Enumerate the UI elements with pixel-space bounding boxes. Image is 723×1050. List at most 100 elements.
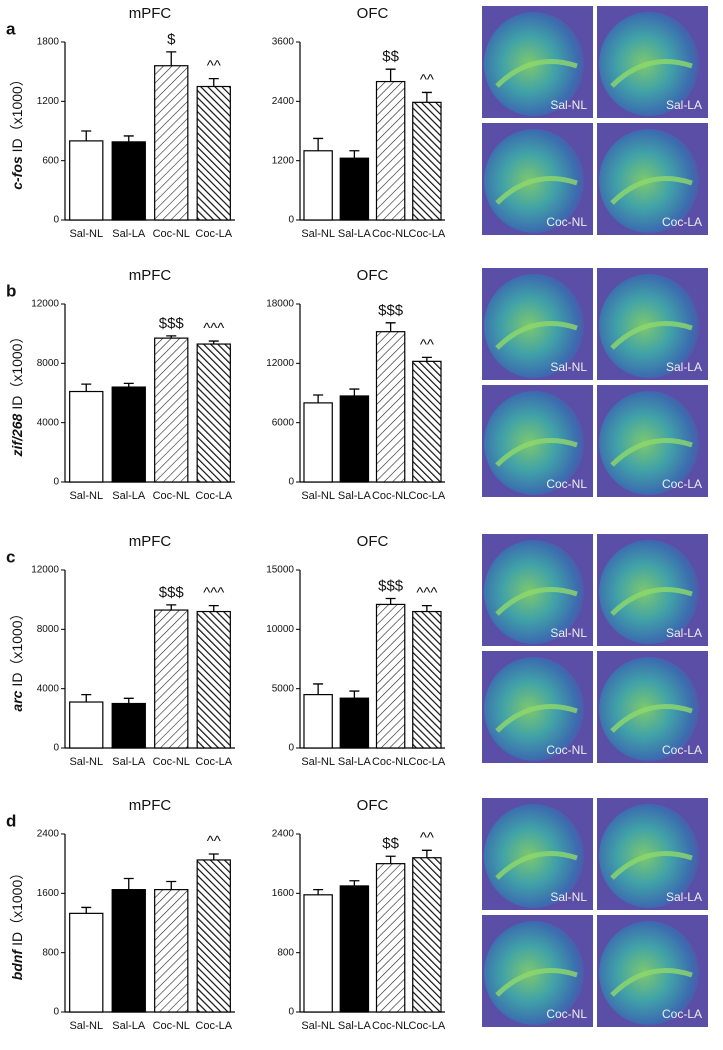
image-label: Sal-LA	[666, 98, 702, 112]
significance-label: ^^^	[416, 585, 437, 602]
significance-label: $$$	[378, 577, 404, 594]
bar	[303, 693, 333, 749]
y-tick-label: 0	[288, 215, 294, 226]
y-axis-gene: zif/268	[9, 413, 25, 457]
significance-label: ^^	[207, 58, 221, 75]
brain-structure	[495, 438, 578, 467]
panel-letter: a	[6, 19, 16, 38]
y-axis-label: bdnf ID（x1000）	[9, 866, 25, 980]
error-bar	[421, 356, 432, 362]
y-tick-label: 8000	[37, 358, 60, 369]
x-tick-label: Coc-LA	[409, 228, 446, 240]
error-bar	[123, 382, 134, 388]
error-bar	[313, 137, 324, 151]
chart-title: OFC	[357, 5, 389, 22]
error-bar	[166, 335, 177, 339]
error-bar	[208, 604, 219, 612]
y-tick-label: 18000	[266, 299, 294, 310]
y-tick-label: 10000	[266, 624, 294, 635]
brain-structure	[610, 59, 693, 88]
image-label: Coc-LA	[662, 1007, 702, 1021]
error-bar	[349, 150, 360, 159]
brain-structure	[610, 704, 693, 733]
bar	[154, 889, 189, 1013]
bar	[339, 885, 370, 1013]
x-tick-label: Coc-NL	[153, 756, 190, 768]
brain-structure	[610, 968, 693, 997]
brain-structure	[495, 968, 578, 997]
y-tick-label: 4000	[37, 683, 60, 694]
brain-structure	[610, 851, 693, 880]
x-tick-label: Coc-NL	[153, 228, 190, 240]
y-tick-label: 12000	[266, 358, 294, 369]
y-tick-label: 2400	[272, 96, 295, 107]
error-bar	[81, 130, 92, 141]
error-bar	[421, 849, 432, 858]
image-label: Coc-LA	[662, 215, 702, 229]
error-bar	[208, 77, 219, 87]
image-label: Sal-LA	[666, 360, 702, 374]
significance-label: $$$	[159, 584, 185, 601]
image-label: Coc-NL	[546, 743, 587, 757]
bar	[111, 386, 146, 483]
significance-label: $$$	[159, 315, 185, 332]
y-tick-label: 6000	[272, 417, 295, 428]
bar	[196, 610, 231, 749]
chart-title: mPFC	[129, 5, 172, 22]
x-tick-label: Sal-NL	[69, 490, 103, 502]
bar	[412, 101, 442, 221]
y-tick-label: 12000	[31, 565, 59, 576]
significance-label: ^^	[420, 829, 434, 846]
bar	[111, 702, 146, 749]
y-tick-label: 8000	[37, 624, 60, 635]
x-tick-label: Coc-NL	[372, 228, 409, 240]
bar	[375, 80, 406, 221]
error-bar	[166, 604, 177, 611]
x-tick-label: Coc-LA	[195, 756, 232, 768]
brain-structure	[495, 59, 578, 88]
bar	[375, 331, 406, 483]
chart-title: mPFC	[129, 797, 172, 814]
x-tick-label: Sal-NL	[301, 228, 335, 240]
bar	[339, 157, 370, 221]
chart-title: OFC	[357, 533, 389, 550]
brain-structure	[610, 587, 693, 616]
x-tick-label: Coc-NL	[372, 756, 409, 768]
error-bar	[385, 68, 396, 82]
x-tick-label: Sal-LA	[112, 228, 146, 240]
bar	[69, 390, 104, 483]
y-axis-gene: c-fos	[9, 156, 25, 190]
y-tick-label: 800	[42, 947, 59, 958]
x-tick-label: Sal-LA	[338, 228, 372, 240]
brain-structure	[495, 704, 578, 733]
x-tick-label: Sal-LA	[112, 756, 146, 768]
error-bar	[123, 135, 134, 142]
x-tick-label: Coc-LA	[409, 756, 446, 768]
y-tick-label: 2400	[37, 829, 60, 840]
error-bar	[81, 383, 92, 392]
significance-label: $$$	[378, 302, 404, 319]
bar	[412, 857, 442, 1013]
brain-structure	[495, 851, 578, 880]
brain-structure	[495, 176, 578, 205]
chart-title: mPFC	[129, 267, 172, 284]
bar	[303, 402, 333, 483]
y-tick-label: 1600	[272, 888, 295, 899]
error-bar	[421, 91, 432, 103]
error-bar	[313, 888, 324, 895]
image-label: Coc-LA	[662, 477, 702, 491]
y-tick-label: 0	[288, 743, 294, 754]
bar	[196, 859, 231, 1013]
error-bar	[208, 340, 219, 345]
error-bar	[421, 604, 432, 612]
bar	[412, 360, 442, 483]
y-tick-label: 0	[53, 743, 59, 754]
y-tick-label: 0	[288, 1007, 294, 1018]
x-tick-label: Sal-NL	[69, 1020, 103, 1032]
error-bar	[385, 322, 396, 332]
y-tick-label: 15000	[266, 565, 294, 576]
x-tick-label: Sal-NL	[301, 1020, 335, 1032]
brain-structure	[495, 587, 578, 616]
significance-label: $$	[382, 48, 399, 65]
y-axis-label: c-fos ID（x1000）	[9, 72, 25, 190]
